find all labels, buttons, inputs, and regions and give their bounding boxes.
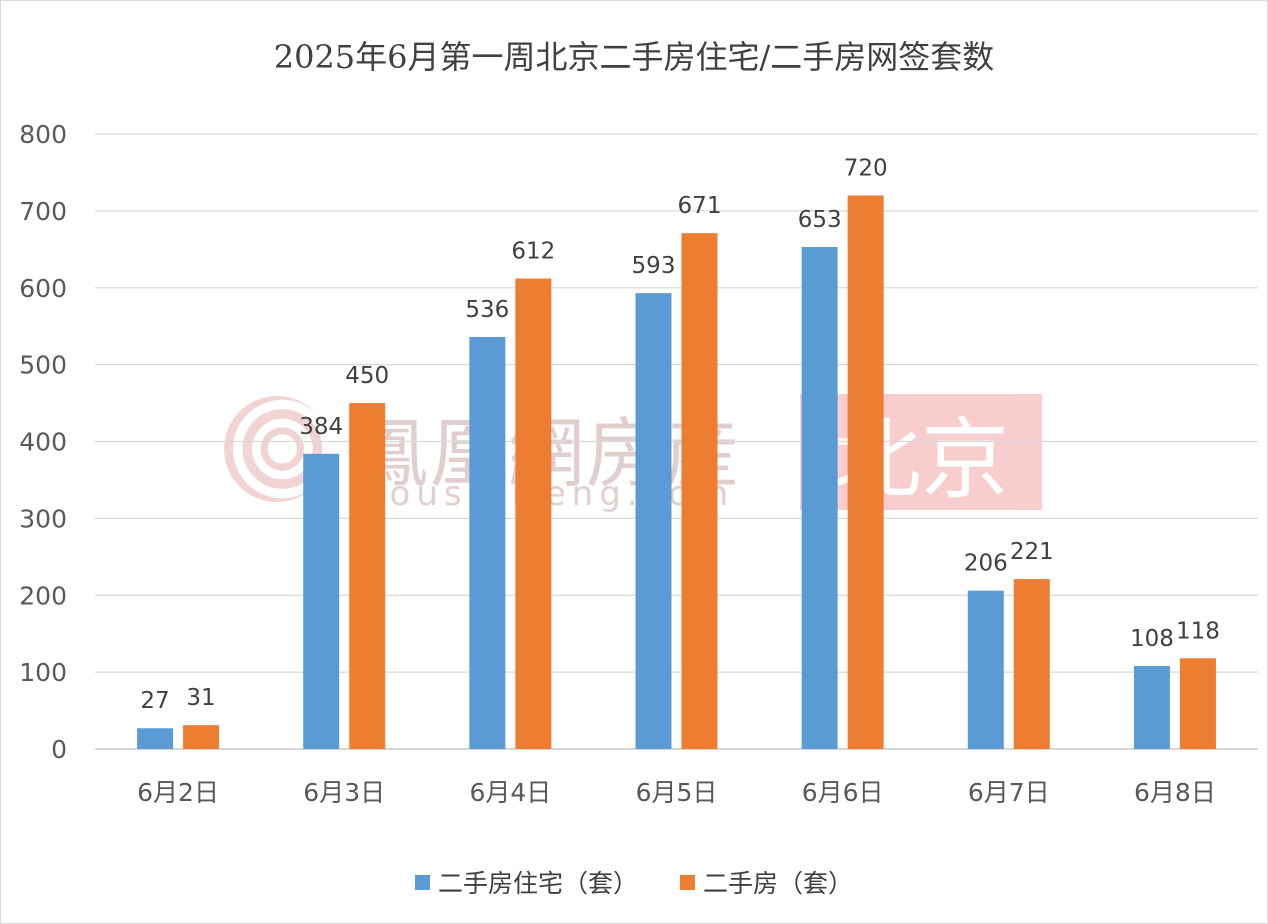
data-label: 720 <box>844 156 888 182</box>
data-label: 593 <box>632 253 676 279</box>
y-tick-label: 200 <box>19 581 67 610</box>
legend: 二手房住宅（套） 二手房（套） <box>0 864 1268 900</box>
legend-swatch-all <box>680 874 695 890</box>
bar-all <box>847 195 884 749</box>
bar-residential <box>967 590 1004 749</box>
chart-title: 2025年6月第一周北京二手房住宅/二手房网签套数 <box>273 38 995 76</box>
x-axis: 6月2日 6月3日 6月4日 6月5日 6月6日 6月7日 6月8日 <box>137 778 1216 807</box>
bar-all <box>515 278 552 749</box>
data-label: 108 <box>1130 626 1174 652</box>
legend-label-all: 二手房（套） <box>703 869 854 898</box>
bar-all <box>349 403 386 749</box>
bars <box>137 195 1216 749</box>
bar-residential <box>635 293 672 749</box>
data-label: 31 <box>186 685 215 711</box>
data-label: 206 <box>964 551 1008 577</box>
data-label: 384 <box>299 414 343 440</box>
bar-residential <box>1133 665 1170 749</box>
bar-residential <box>303 453 340 749</box>
gridlines <box>95 133 1258 750</box>
data-label: 671 <box>678 193 722 219</box>
bar-residential <box>137 728 174 749</box>
x-tick-label: 6月2日 <box>137 778 219 807</box>
x-tick-label: 6月3日 <box>303 778 385 807</box>
x-tick-label: 6月4日 <box>469 778 551 807</box>
y-tick-label: 700 <box>19 197 67 226</box>
x-tick-label: 6月8日 <box>1134 778 1216 807</box>
bar-all <box>1179 658 1216 749</box>
y-tick-label: 0 <box>51 735 67 764</box>
bar-residential <box>469 336 506 749</box>
data-label: 536 <box>465 297 509 323</box>
y-tick-label: 500 <box>19 351 67 380</box>
legend-item-all: 二手房（套） <box>680 864 853 900</box>
x-tick-label: 6月5日 <box>636 778 718 807</box>
data-label: 27 <box>140 688 169 714</box>
legend-label-residential: 二手房住宅（套） <box>437 869 638 898</box>
x-tick-label: 6月7日 <box>968 778 1050 807</box>
data-label: 612 <box>511 239 555 265</box>
legend-item-residential: 二手房住宅（套） <box>414 864 638 900</box>
bar-residential <box>801 247 838 749</box>
y-tick-label: 800 <box>19 120 67 149</box>
legend-swatch-residential <box>414 874 430 890</box>
bar-all <box>183 725 220 749</box>
y-tick-label: 600 <box>19 274 67 303</box>
bar-all <box>1013 579 1050 749</box>
x-tick-label: 6月6日 <box>802 778 884 807</box>
y-tick-label: 400 <box>19 428 67 457</box>
data-label: 653 <box>798 207 842 233</box>
y-tick-label: 300 <box>19 504 67 533</box>
data-label: 450 <box>345 363 389 389</box>
y-tick-label: 100 <box>19 658 67 687</box>
data-label: 221 <box>1010 539 1054 565</box>
data-label: 118 <box>1176 618 1220 644</box>
bar-all <box>681 233 718 749</box>
y-axis: 0 100 200 300 400 500 600 700 800 <box>19 120 67 764</box>
